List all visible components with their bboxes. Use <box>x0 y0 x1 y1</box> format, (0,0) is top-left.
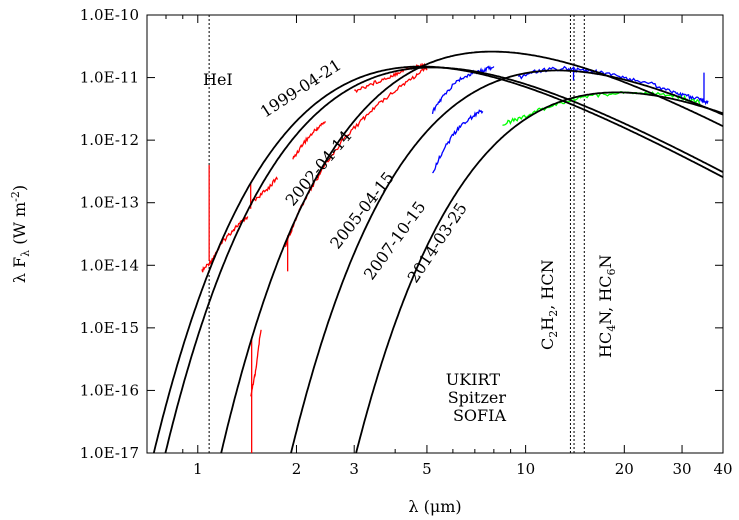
sofia-spectrum-0 <box>502 91 701 127</box>
y-tick-label: 1.0E-14 <box>80 256 139 274</box>
ukirt-spectrum-2 <box>292 121 326 160</box>
svg-text:C2H2, HCN: C2H2, HCN <box>538 259 560 350</box>
blackbody-curves <box>152 50 723 453</box>
spitzer-spectrum-2 <box>517 65 709 106</box>
legend-spitzer: Spitzer <box>448 388 507 407</box>
spitzer-spectrum-1 <box>432 109 484 174</box>
legend-ukirt: UKIRT <box>446 370 501 389</box>
spitzer-spectrum-0 <box>431 65 495 115</box>
x-axis-title: λ (μm) <box>408 497 461 516</box>
y-tick-label: 1.0E-17 <box>80 444 139 462</box>
legend-sofia: SOFIA <box>453 406 507 425</box>
x-tick-label: 3 <box>349 460 359 478</box>
y-tick-label: 1.0E-12 <box>80 131 139 149</box>
blackbody-fit-2007-10-15 <box>290 69 723 453</box>
y-tick-label: 1.0E-16 <box>80 381 139 399</box>
hc4n-hc6n-label: HC4N, HC6N <box>596 254 618 358</box>
svg-text:HC4N, HC6N: HC4N, HC6N <box>596 254 618 358</box>
x-tick-label: 40 <box>713 460 732 478</box>
x-tick-label: 30 <box>672 460 691 478</box>
ukirt-spectrum-0 <box>201 216 249 273</box>
y-tick-label: 1.0E-15 <box>80 319 139 337</box>
vertical-lines <box>208 15 585 453</box>
c2h2-hcn-label: C2H2, HCN <box>538 259 560 350</box>
svg-text:λ Fλ (W m-2): λ Fλ (W m-2) <box>9 185 32 283</box>
y-axis-title: λ Fλ (W m-2) <box>9 185 32 283</box>
x-tick-label: 2 <box>292 460 302 478</box>
y-tick-label: 1.0E-11 <box>80 69 139 87</box>
x-tick-label: 1 <box>193 460 203 478</box>
ukirt-spectrum-1 <box>250 176 279 206</box>
ukirt-spectrum-5 <box>284 66 428 248</box>
blackbody-fit-2014-03-25 <box>355 91 723 453</box>
data-series <box>201 62 709 453</box>
x-tick-label: 20 <box>615 460 634 478</box>
plot-frame <box>146 14 724 454</box>
x-tick-label: 10 <box>516 460 535 478</box>
axis-ticks: 1 2 3 5 10 20 30 40 1.0E-10 1.0E-11 1.0E-12 1.0E-13… <box>80 6 733 478</box>
epoch-labels: 1999-04-212002-04-142005-04-152007-10-15… <box>257 55 471 286</box>
x-tick-label: 5 <box>422 460 432 478</box>
blackbody-fit-2005-04-15 <box>220 50 723 453</box>
ukirt-spectrum-3 <box>354 62 428 94</box>
y-tick-label: 1.0E-13 <box>80 194 139 212</box>
epoch-label-1999-04-21: 1999-04-21 <box>257 55 345 121</box>
y-tick-label: 1.0E-10 <box>80 6 139 24</box>
hei-label: HeI <box>203 70 233 89</box>
blackbody-fit-2002-04-14 <box>164 66 723 453</box>
